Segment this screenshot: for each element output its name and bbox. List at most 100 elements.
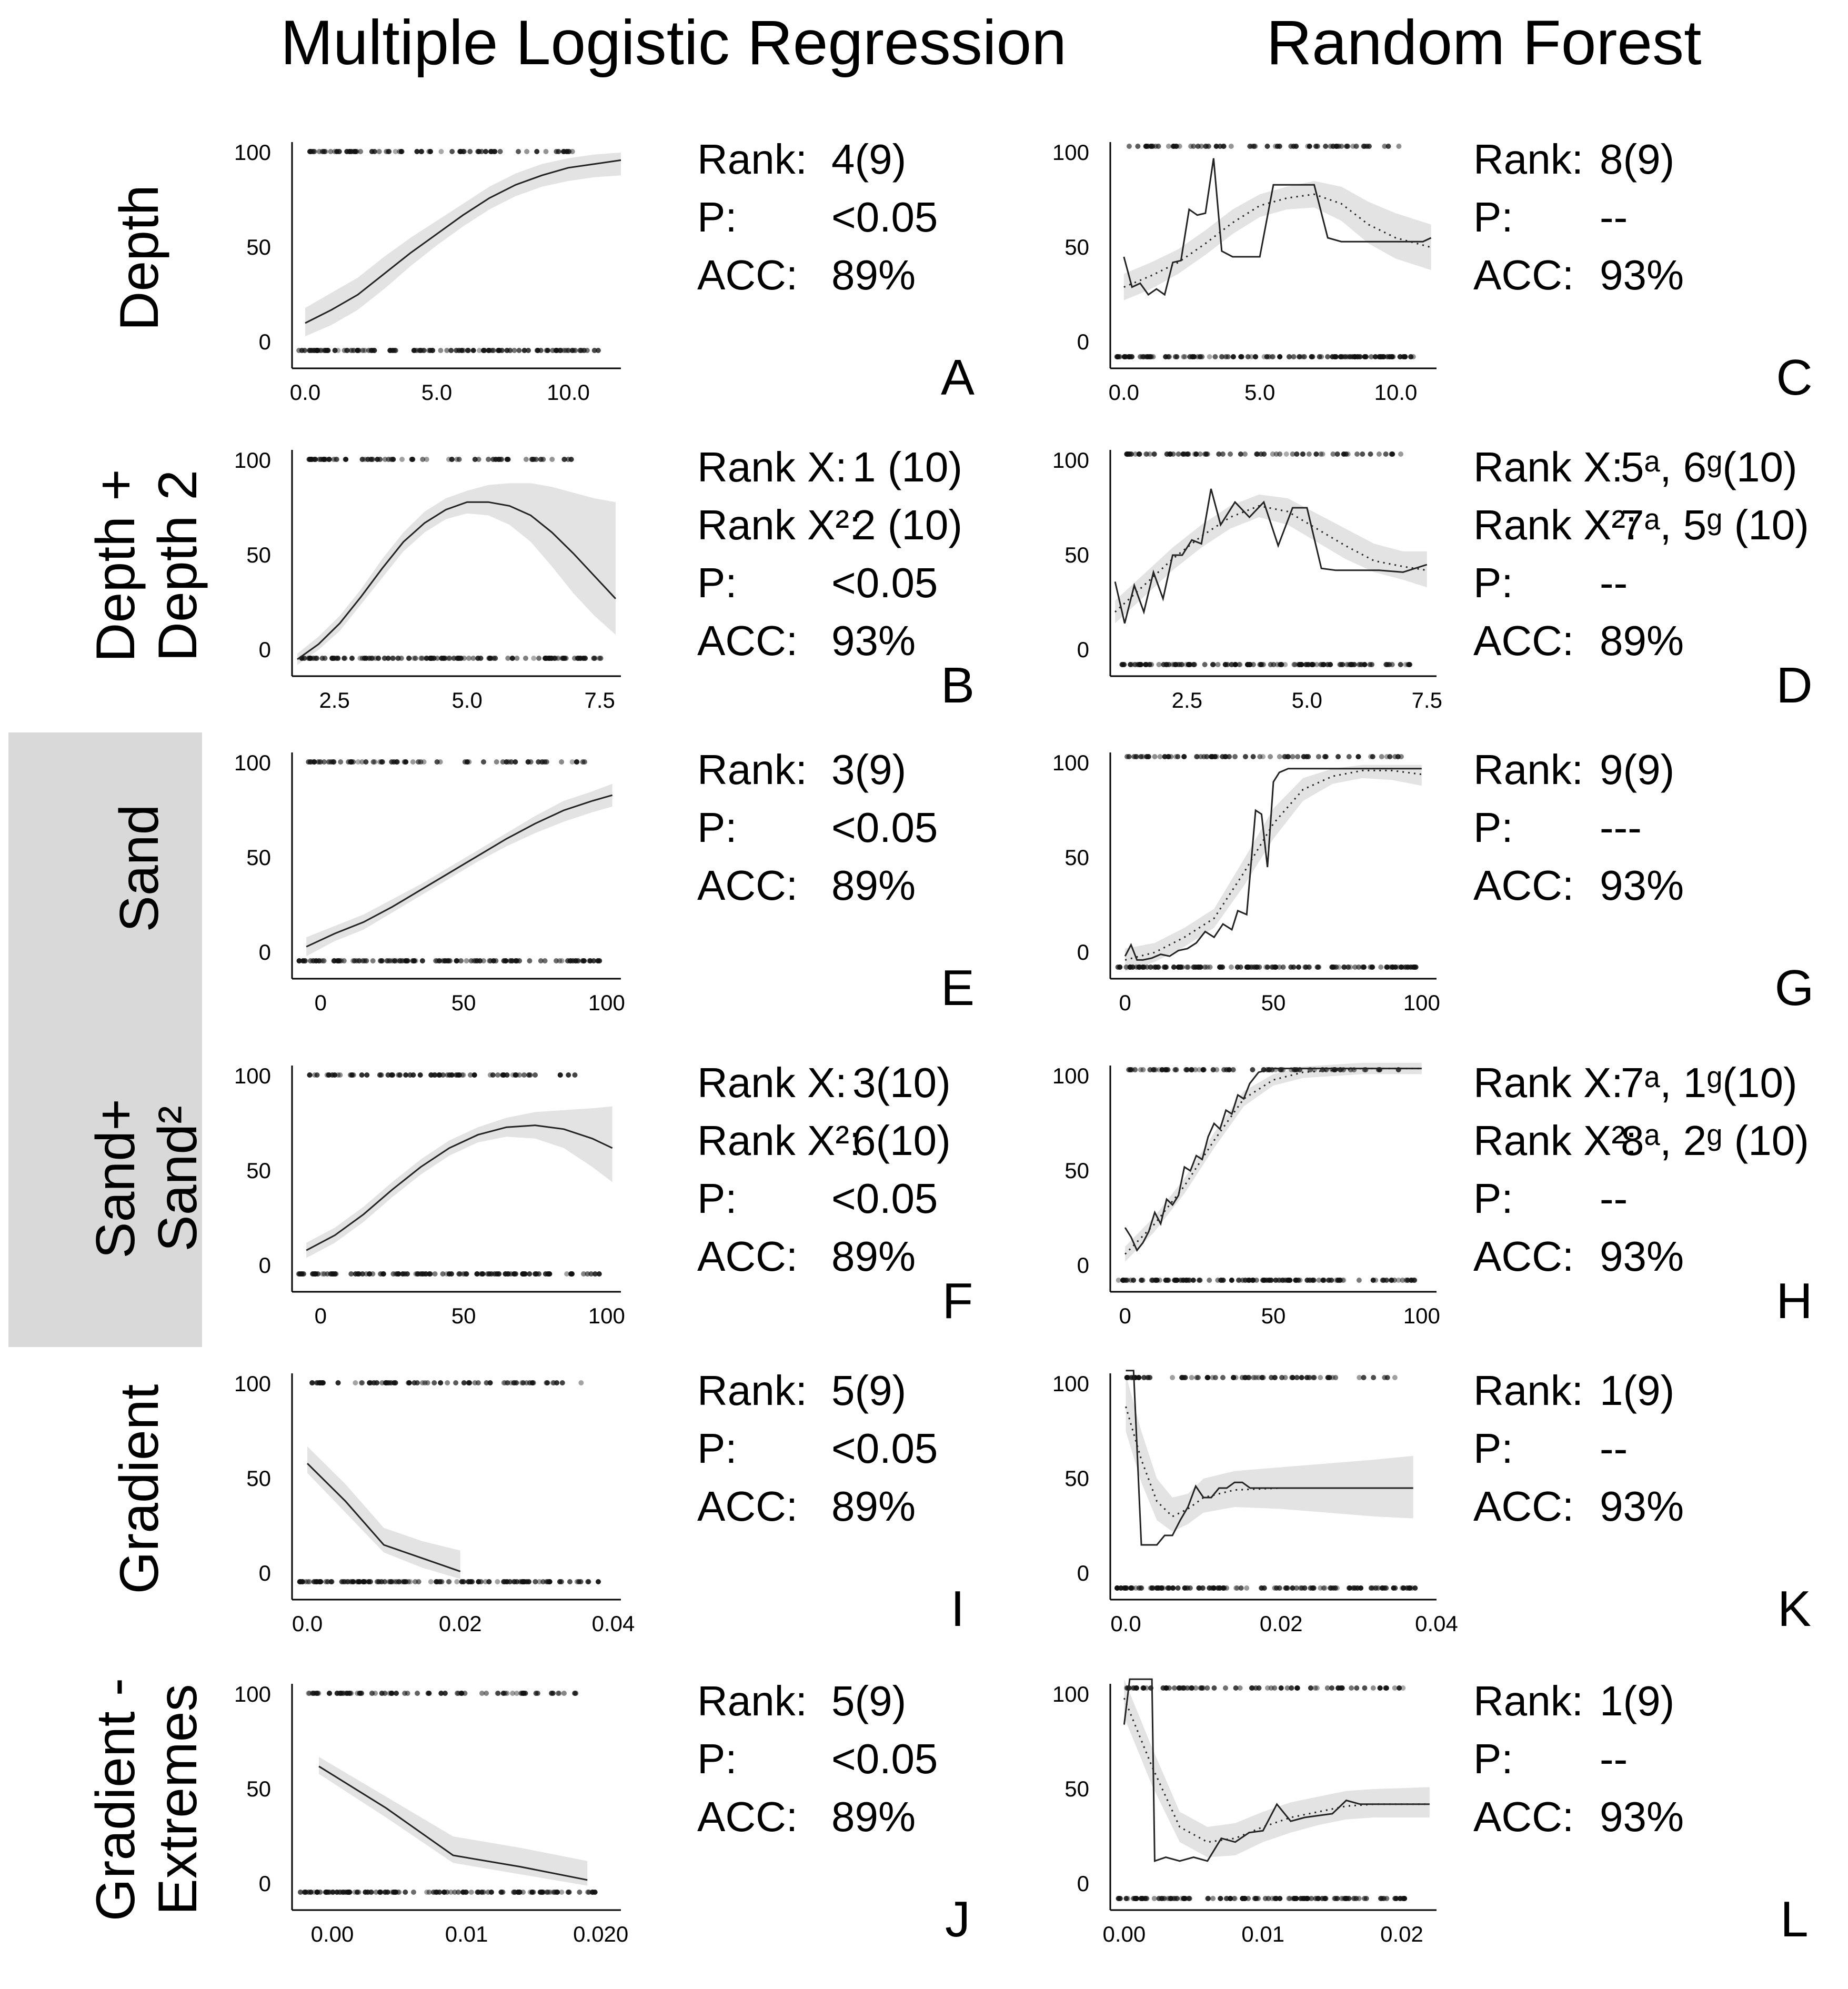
row-label-3-line-1: Sand² (147, 1106, 208, 1252)
panel-E-obs-bottom (447, 958, 453, 963)
panel-K-obs-bottom (1175, 1585, 1181, 1591)
panel-C-obs-top (1135, 144, 1141, 149)
panel-G-obs-top (1268, 754, 1273, 759)
panel-I-obs-bottom (339, 1579, 345, 1584)
panel-B-obs-top (486, 457, 491, 462)
panel-D-obs-bottom (1236, 662, 1242, 667)
panel-J: 0 50 100 0.00 0.01 0.020 Rank: 5(9) P: <0.05 ACC: 8… (234, 1677, 970, 1947)
panel-I-obs-bottom (486, 1579, 492, 1584)
panel-F-obs-bottom (505, 1271, 511, 1277)
panel-C-obs-bottom (1355, 354, 1361, 359)
panel-K-obs-bottom (1322, 1585, 1328, 1591)
panel-B-obs-top (365, 457, 371, 462)
panel-B-obs-top (334, 457, 340, 462)
panel-J-stat-value: 5(9) (831, 1677, 906, 1724)
panel-E-obs-bottom (316, 958, 322, 963)
panel-A-obs-top (497, 149, 503, 154)
panel-D-obs-top (1383, 451, 1389, 457)
panel-F-obs-top (326, 1072, 332, 1078)
panel-J-x-tick-label: 0.020 (573, 1922, 628, 1946)
panel-B-obs-top (369, 457, 375, 462)
panel-I-obs-bottom (356, 1579, 361, 1584)
panel-C-obs-top (1334, 144, 1340, 149)
panel-J-obs-bottom (515, 1890, 521, 1895)
panel-J-obs-top (442, 1691, 448, 1696)
panel-F-obs-bottom (378, 1271, 384, 1277)
panel-G-obs-bottom (1277, 965, 1282, 970)
panel-F-letter: F (942, 1273, 973, 1329)
panel-K-obs-bottom (1351, 1585, 1357, 1591)
panel-G-obs-bottom (1244, 965, 1250, 970)
panel-F-obs-bottom (581, 1271, 587, 1277)
panel-D-obs-bottom (1314, 662, 1320, 667)
panel-L-x-tick-label: 0.01 (1241, 1922, 1284, 1946)
panel-K-obs-top (1179, 1375, 1185, 1380)
panel-F-obs-top (521, 1072, 527, 1078)
panel-I-obs-top (554, 1380, 560, 1385)
panel-K-obs-top (1256, 1375, 1261, 1380)
panel-G-obs-top (1250, 754, 1256, 759)
panel-D-obs-top (1242, 451, 1248, 457)
panel-K-obs-bottom (1311, 1585, 1317, 1591)
panel-B-obs-top (313, 457, 318, 462)
panel-G-obs-bottom (1228, 965, 1234, 970)
panel-B-obs-bottom (455, 656, 460, 661)
panel-B-obs-top (561, 457, 567, 462)
panel-D-obs-top (1164, 451, 1170, 457)
panel-G-obs-bottom (1171, 965, 1177, 970)
panel-B-obs-top (317, 457, 323, 462)
panel-C-obs-bottom (1129, 354, 1135, 359)
panel-L-obs-top (1233, 1685, 1239, 1691)
panel-D-stat-value: 89% (1600, 617, 1684, 664)
panel-B-obs-bottom (597, 656, 602, 661)
panel-E-obs-top (389, 759, 395, 765)
panel-B-obs-bottom (389, 656, 395, 661)
panel-K-obs-top (1392, 1375, 1398, 1380)
panel-I-obs-bottom (469, 1579, 475, 1584)
panel-I-obs-bottom (574, 1579, 580, 1584)
panel-B-obs-bottom (342, 656, 347, 661)
panel-B-obs-top (499, 457, 505, 462)
panel-F-stat-label: Rank X: (697, 1059, 847, 1106)
panel-B-stat-label: Rank X: (697, 444, 847, 490)
panel-K-obs-top (1289, 1375, 1294, 1380)
panel-B-obs-top (410, 457, 416, 462)
panel-B-obs-bottom (381, 656, 387, 661)
panel-A-obs-top (376, 149, 382, 154)
panel-A-obs-bottom (504, 348, 510, 353)
panel-C-obs-top (1313, 144, 1319, 149)
panel-A-obs-bottom (348, 348, 354, 353)
panel-A-obs-bottom (470, 348, 476, 353)
panel-L-obs-bottom (1333, 1896, 1339, 1901)
panel-A-obs-top (569, 149, 575, 154)
panel-G-obs-top (1277, 754, 1282, 759)
panel-E-y-tick-label: 100 (234, 750, 271, 775)
panel-B-obs-bottom (447, 656, 453, 661)
panel-G-obs-bottom (1133, 965, 1139, 970)
panel-F-obs-bottom (479, 1271, 485, 1277)
panel-C-obs-top (1228, 144, 1234, 149)
panel-L-obs-top (1161, 1685, 1167, 1691)
panel-H-obs-top (1230, 1067, 1236, 1072)
panel-F-obs-top (407, 1072, 413, 1078)
panel-C-x-tick-label: 5.0 (1244, 380, 1275, 405)
panel-F-obs-top (436, 1072, 442, 1078)
panel-A-obs-bottom (563, 348, 569, 353)
panel-B-obs-bottom (419, 656, 425, 661)
panel-G-obs-bottom (1141, 965, 1147, 970)
panel-D-obs-top (1300, 451, 1306, 457)
panel-K: 0 50 100 0.0 0.02 0.04 Rank: 1(9) P: -- ACC: 93% K (1052, 1367, 1811, 1637)
panel-J-obs-top (495, 1691, 501, 1696)
panel-J-obs-bottom (424, 1890, 430, 1895)
panel-E-obs-top (539, 759, 545, 765)
panel-J-obs-top (310, 1691, 316, 1696)
panel-D-obs-top (1300, 451, 1305, 457)
panel-E-obs-bottom (360, 958, 366, 963)
panel-K-obs-top (1333, 1375, 1339, 1380)
panel-K-obs-bottom (1196, 1585, 1202, 1591)
panel-D-obs-top (1320, 451, 1325, 457)
panel-B-obs-top (420, 457, 426, 462)
panel-B-obs-top (326, 457, 332, 462)
panel-E-obs-bottom (379, 958, 385, 963)
row-label-4-line-0: Gradient (109, 1384, 170, 1594)
